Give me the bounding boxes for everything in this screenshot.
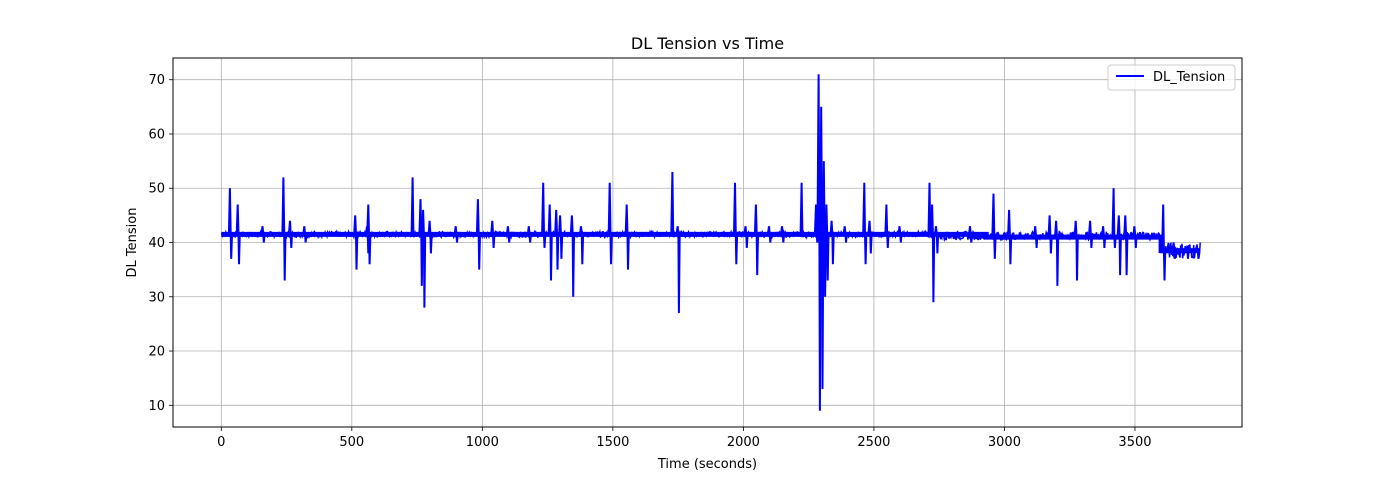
series-spike xyxy=(1073,220,1079,281)
series-spike xyxy=(418,199,424,286)
series-spike xyxy=(1116,215,1122,276)
series-spike xyxy=(490,220,496,248)
series-spike xyxy=(930,204,936,303)
series-spike xyxy=(1123,215,1129,276)
series-spike xyxy=(526,226,532,243)
series-spike xyxy=(824,204,830,281)
series-spike xyxy=(302,226,308,243)
series-spike xyxy=(260,226,266,243)
series-spike xyxy=(780,226,786,243)
x-tick-label: 1500 xyxy=(596,435,629,450)
series-spike xyxy=(410,177,416,238)
series-spike xyxy=(927,182,933,238)
series-spike xyxy=(579,226,585,265)
series-spike xyxy=(1047,215,1053,254)
series-spike xyxy=(967,226,974,243)
series-spike xyxy=(733,182,739,265)
series-spike xyxy=(1161,204,1167,281)
series-spike xyxy=(1007,209,1013,265)
series-spike xyxy=(607,182,613,265)
series-spike xyxy=(1171,242,1177,259)
x-tick-label: 2000 xyxy=(727,435,760,450)
series-spike xyxy=(1195,244,1201,259)
series-spike xyxy=(505,226,511,243)
series-spike xyxy=(867,220,873,254)
series-spike xyxy=(1054,220,1060,286)
x-tick-label: 1000 xyxy=(466,435,499,450)
x-tick-label: 500 xyxy=(339,435,364,450)
series-spike xyxy=(829,220,835,265)
series-spike xyxy=(453,226,459,243)
series-spike xyxy=(541,182,547,248)
series-spike xyxy=(1088,220,1094,248)
legend-box xyxy=(1107,64,1236,91)
legend: DL_Tension xyxy=(1107,64,1236,91)
series-spike xyxy=(421,209,427,308)
series-spike xyxy=(287,220,293,248)
series-spike xyxy=(816,74,822,411)
y-tick-label: 50 xyxy=(148,182,165,197)
series-spike xyxy=(766,226,773,243)
series-spike xyxy=(743,226,749,248)
grid xyxy=(173,58,1242,427)
y-tick-label: 10 xyxy=(148,399,165,414)
series-spike xyxy=(353,215,359,270)
series-spike xyxy=(1132,226,1138,248)
series-spike xyxy=(1111,188,1117,248)
series-spike xyxy=(427,220,433,254)
series-spike xyxy=(799,182,805,238)
series-spike xyxy=(235,204,241,265)
x-tick-label: 3500 xyxy=(1118,435,1151,450)
chart-title: DL Tension vs Time xyxy=(631,34,784,53)
y-tick-label: 20 xyxy=(148,345,165,360)
series-spike xyxy=(569,215,575,297)
series-spike xyxy=(281,177,287,281)
series-spike xyxy=(753,204,759,276)
series-spike xyxy=(991,193,997,259)
series-spike xyxy=(670,171,676,238)
y-tick-label: 60 xyxy=(148,127,165,142)
series-spike xyxy=(842,226,848,243)
plot-area xyxy=(220,74,1201,411)
series-spike xyxy=(819,106,825,390)
series-spike xyxy=(675,226,681,314)
series-spike xyxy=(813,204,820,243)
legend-label: DL_Tension xyxy=(1153,70,1225,85)
series-spike xyxy=(1184,244,1190,259)
series-spike xyxy=(366,204,372,265)
x-axis: 0 500 1000 1500 2000 2500 3000 3500 xyxy=(217,427,1152,450)
y-tick-label: 40 xyxy=(148,236,165,251)
series-spike xyxy=(934,226,940,254)
series-spike xyxy=(624,204,630,270)
series-spike xyxy=(475,199,481,270)
series-spike xyxy=(558,215,564,259)
x-tick-label: 0 xyxy=(217,435,225,450)
series-spike xyxy=(1101,226,1107,248)
series-spike xyxy=(554,209,560,270)
series-spike xyxy=(227,188,233,259)
y-axis: 10 20 30 40 50 60 70 xyxy=(148,73,173,414)
x-tick-label: 3000 xyxy=(988,435,1021,450)
series-spike xyxy=(1033,226,1039,248)
series-spike xyxy=(547,204,553,281)
series-baseline xyxy=(221,231,1201,254)
y-tick-label: 30 xyxy=(148,290,165,305)
x-axis-label: Time (seconds) xyxy=(657,457,757,472)
series-spike xyxy=(821,161,827,297)
series-spike xyxy=(897,226,903,243)
x-tick-label: 2500 xyxy=(857,435,890,450)
y-tick-label: 70 xyxy=(148,73,165,88)
series-spike xyxy=(862,182,868,265)
series-spike xyxy=(884,204,890,248)
y-axis-label: DL Tension xyxy=(125,208,140,278)
